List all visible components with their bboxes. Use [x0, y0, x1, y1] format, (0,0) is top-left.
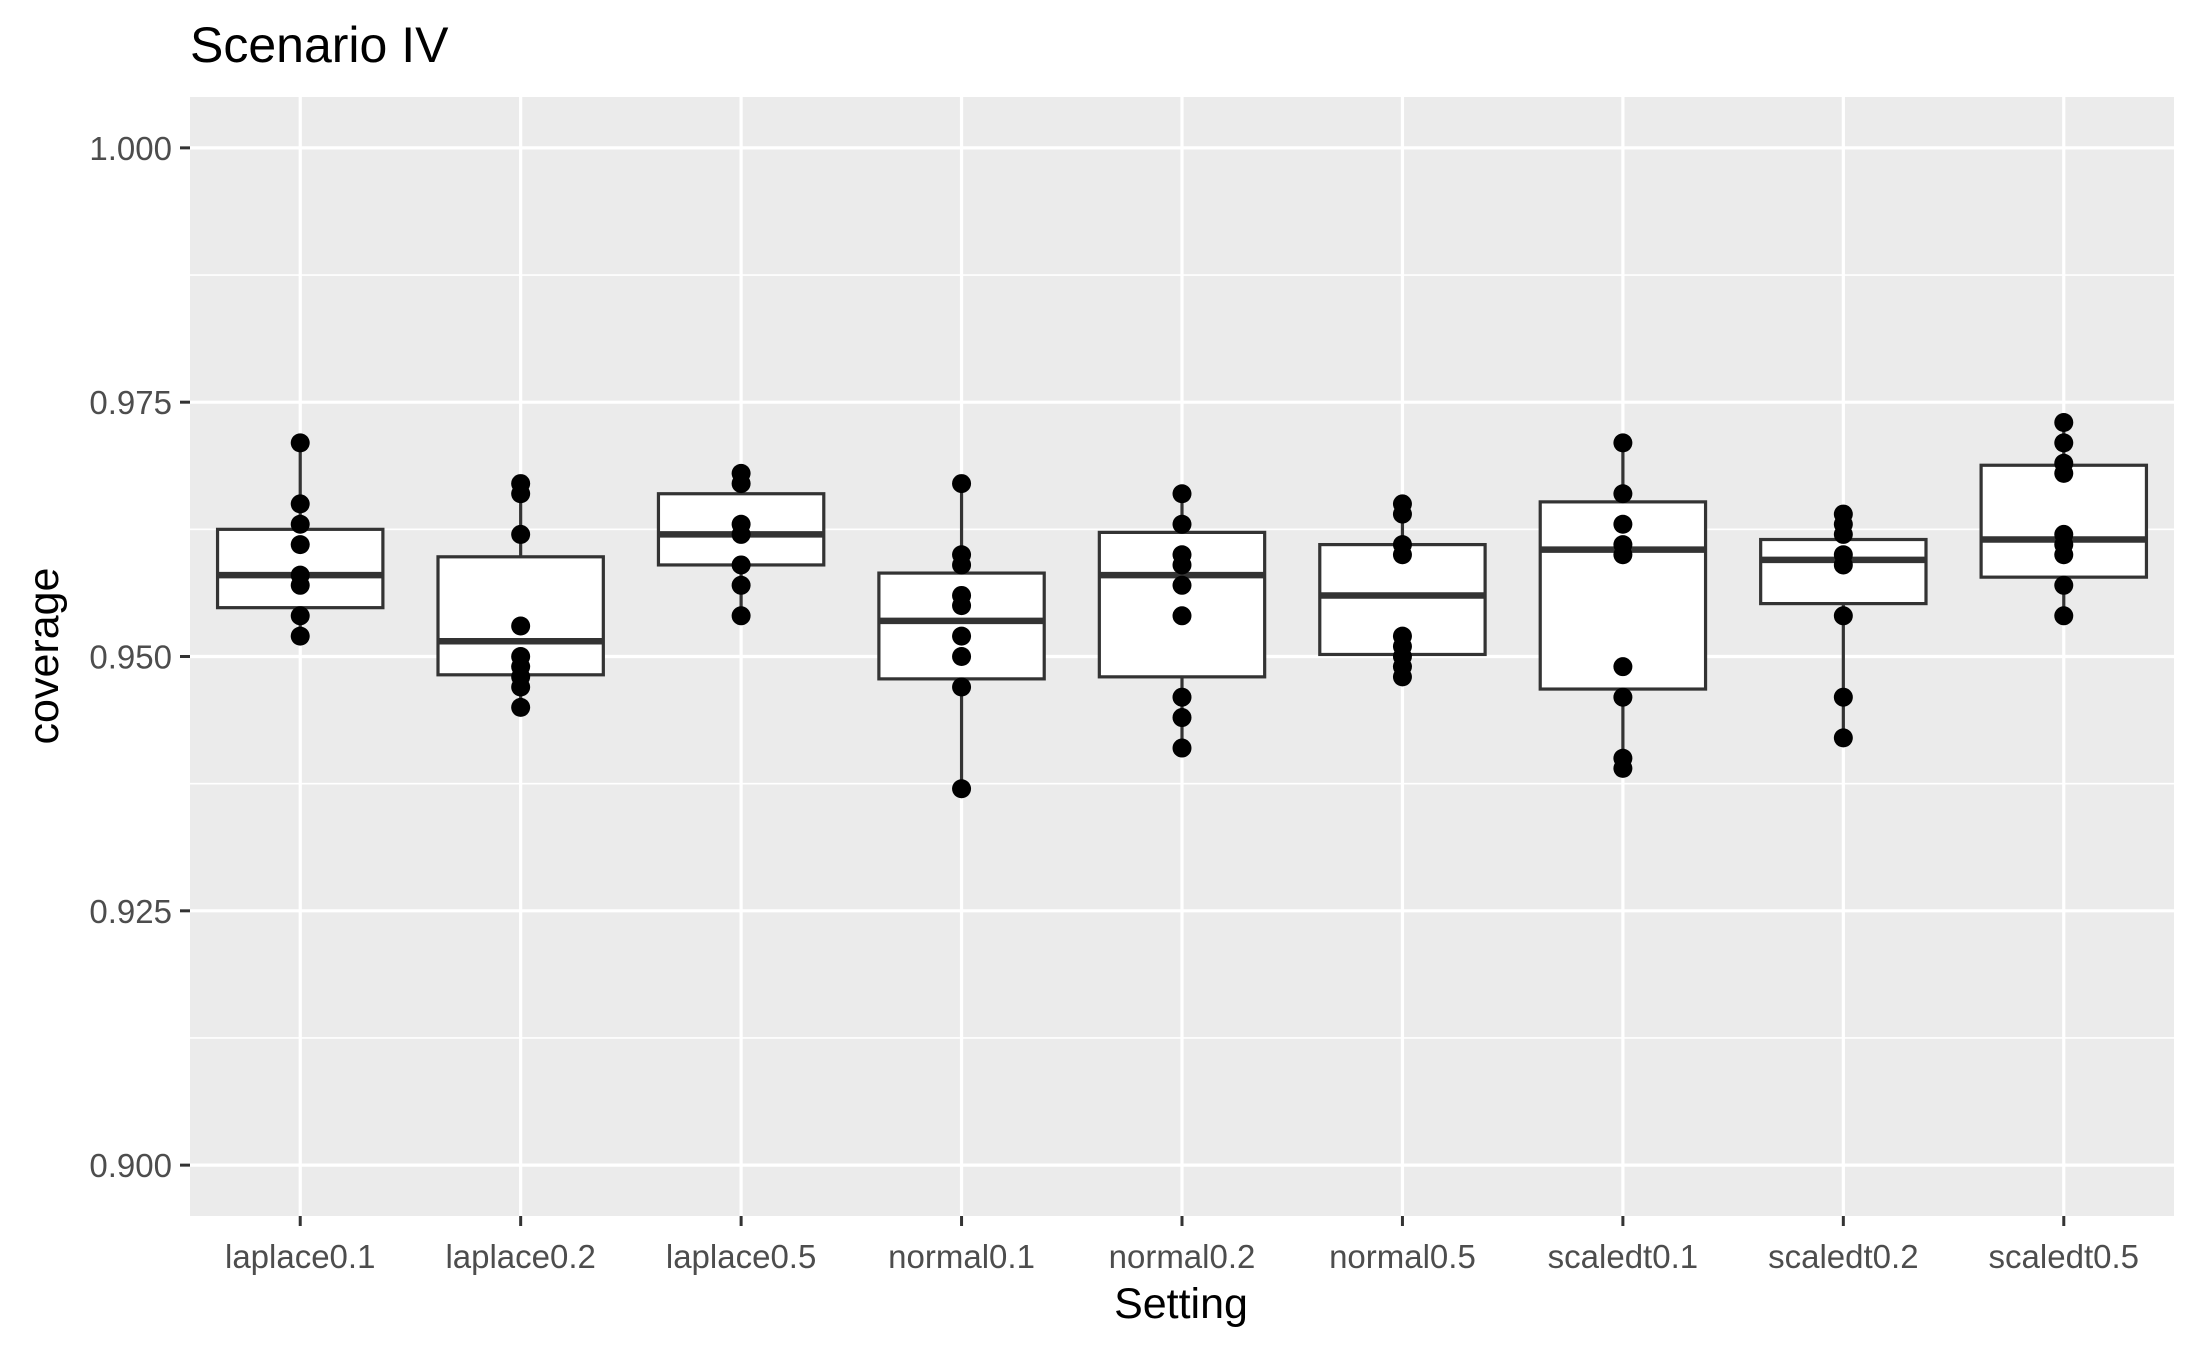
data-point	[1172, 514, 1192, 534]
data-point	[1172, 484, 1192, 504]
data-point	[1613, 545, 1633, 565]
data-point	[1392, 667, 1412, 687]
data-point	[1613, 433, 1633, 453]
data-point	[731, 606, 751, 626]
data-point	[1613, 484, 1633, 504]
data-point	[290, 514, 310, 534]
data-point	[1613, 657, 1633, 677]
data-point	[511, 484, 531, 504]
x-tick-label: laplace0.1	[225, 1238, 375, 1275]
data-point	[1392, 545, 1412, 565]
data-point	[952, 677, 972, 697]
data-point	[1172, 575, 1192, 595]
data-point	[952, 474, 972, 494]
data-point	[1833, 728, 1853, 748]
x-axis: laplace0.1 laplace0.2 laplace0.5 normal0.1 n…	[225, 1216, 2139, 1275]
x-tick-label: scaledt0.1	[1548, 1238, 1698, 1275]
y-tick-label: 0.975	[89, 384, 172, 421]
x-tick-label: normal0.2	[1109, 1238, 1256, 1275]
data-point	[731, 524, 751, 544]
box-series	[215, 413, 2149, 799]
data-point	[511, 524, 531, 544]
data-point	[1833, 555, 1853, 575]
data-point	[511, 697, 531, 717]
data-point	[952, 596, 972, 616]
data-point	[731, 555, 751, 575]
data-point	[1833, 687, 1853, 707]
data-point	[952, 647, 972, 666]
data-point	[290, 606, 310, 626]
data-point	[290, 575, 310, 595]
data-point	[2054, 545, 2074, 565]
data-point	[1833, 606, 1853, 626]
data-point	[290, 494, 310, 514]
data-point	[952, 626, 972, 646]
data-point	[290, 433, 310, 453]
data-point	[1613, 687, 1633, 707]
data-point	[1172, 606, 1192, 626]
x-tick-label: laplace0.5	[666, 1238, 816, 1275]
data-point	[1172, 708, 1192, 728]
data-point	[290, 535, 310, 555]
data-point	[511, 616, 531, 636]
data-point	[2054, 606, 2074, 626]
data-point	[1613, 514, 1633, 534]
data-point	[2054, 575, 2074, 595]
data-point	[2054, 413, 2074, 433]
data-point	[2054, 433, 2074, 453]
data-point	[1172, 555, 1192, 575]
data-point	[952, 555, 972, 575]
x-tick-label: scaledt0.5	[1989, 1238, 2139, 1275]
x-tick-label: scaledt0.2	[1768, 1238, 1918, 1275]
data-point	[952, 779, 972, 799]
y-axis: 0.900 0.925 0.950 0.975 1.000	[89, 130, 190, 1184]
data-point	[290, 626, 310, 646]
data-point	[1392, 504, 1412, 524]
data-point	[1613, 758, 1633, 778]
data-point	[731, 474, 751, 494]
data-point	[731, 575, 751, 595]
y-tick-label: 0.900	[89, 1147, 172, 1184]
x-axis-title: Setting	[1114, 1280, 1248, 1328]
data-point	[1833, 524, 1853, 544]
data-point	[511, 677, 531, 697]
x-tick-label: laplace0.2	[445, 1238, 595, 1275]
chart-title: Scenario IV	[190, 17, 449, 73]
y-axis-title: coverage	[20, 568, 68, 745]
data-point	[1172, 687, 1192, 707]
x-tick-label: normal0.5	[1329, 1238, 1476, 1275]
y-tick-label: 0.925	[89, 893, 172, 930]
data-point	[2054, 463, 2074, 483]
y-tick-label: 1.000	[89, 130, 172, 167]
x-tick-label: normal0.1	[888, 1238, 1035, 1275]
y-tick-label: 0.950	[89, 639, 172, 676]
data-point	[1172, 738, 1192, 758]
